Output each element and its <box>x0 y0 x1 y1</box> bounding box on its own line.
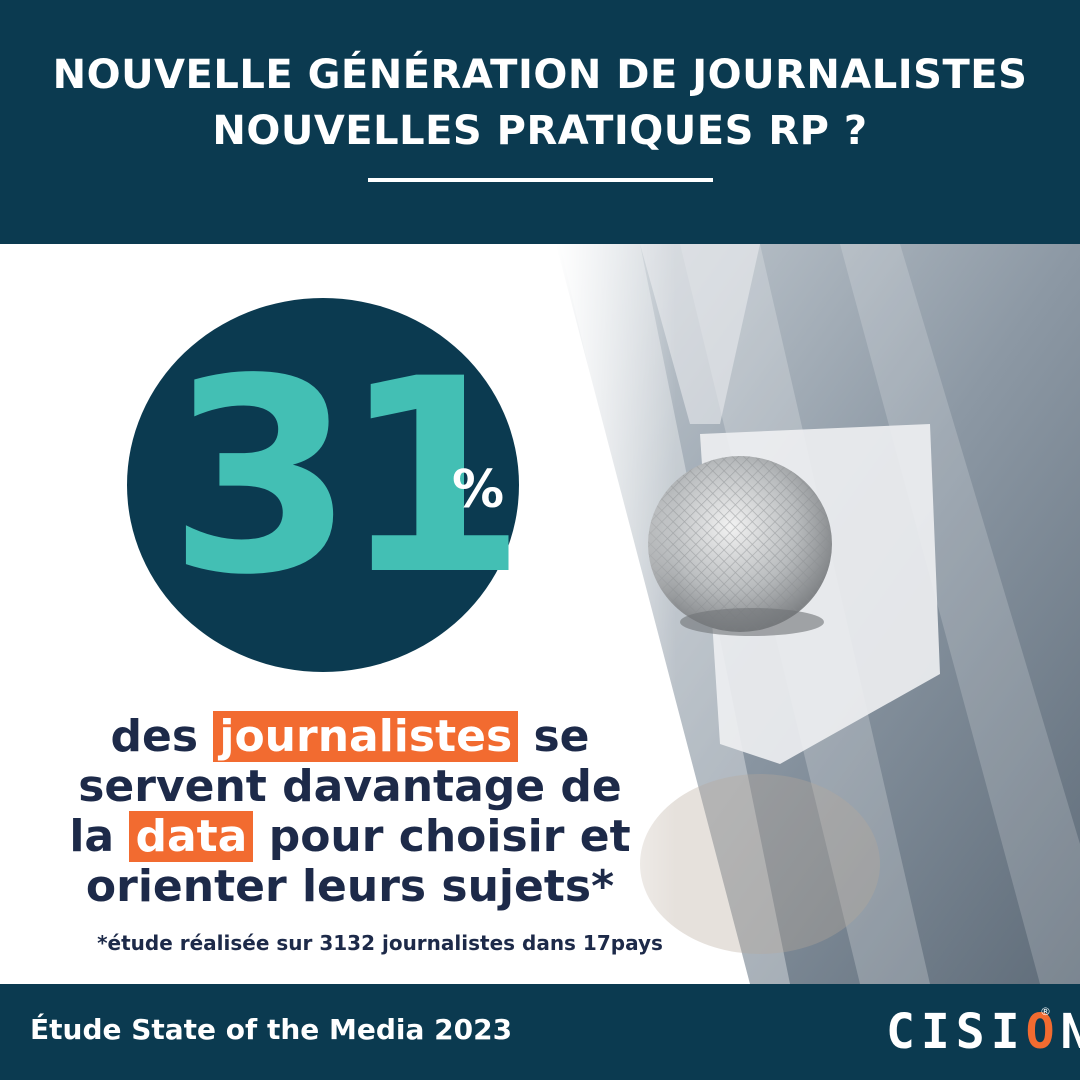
statement-line-4: orienter leurs sujets* <box>85 861 615 912</box>
logo-letter-o: O <box>1025 1004 1061 1060</box>
page-title-line-1: NOUVELLE GÉNÉRATION DE JOURNALISTES <box>52 52 1028 98</box>
footnote: *étude réalisée sur 3132 journalistes da… <box>97 931 663 955</box>
statement-line-1: des journalistes se <box>40 711 660 762</box>
page-title-line-2: NOUVELLES PRATIQUES RP ? <box>212 108 868 154</box>
logo-text-start: CISI <box>886 1004 1026 1060</box>
highlight-data: data <box>129 811 254 862</box>
microphone-interview-photo <box>556 244 1080 984</box>
stat-value: 31 <box>168 322 527 634</box>
stat-circle <box>127 298 519 672</box>
logo-text-end: N <box>1061 1004 1080 1060</box>
footer-banner <box>0 984 1080 1080</box>
statement-line-2: servent davantage de <box>78 761 622 812</box>
cision-logo: CISION <box>886 1004 1080 1060</box>
highlight-journalistes: journalistes <box>213 711 519 762</box>
stat-statement: des journalistes se servent davantage de… <box>40 711 660 912</box>
title-underline <box>368 178 713 182</box>
statement-text: pour choisir et <box>268 811 631 862</box>
registered-mark: ® <box>1040 1005 1051 1018</box>
header-banner <box>0 0 1080 244</box>
statement-line-3: la data pour choisir et <box>40 811 660 862</box>
stat-unit: % <box>452 460 505 520</box>
statement-text: la <box>69 811 115 862</box>
footer-title: Étude State of the Media 2023 <box>30 1013 513 1046</box>
statement-text: se <box>533 711 590 762</box>
statement-text: des <box>110 711 199 762</box>
